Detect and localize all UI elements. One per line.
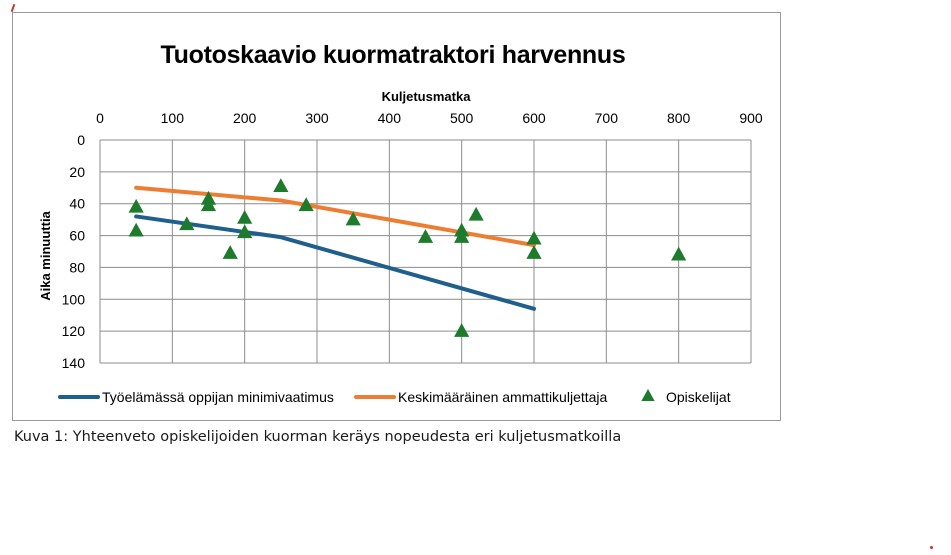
scatter-point <box>468 206 484 221</box>
scatter-point <box>273 178 289 192</box>
x-axis-label: Kuljetusmatka <box>382 89 472 104</box>
x-tick-label: 900 <box>739 110 763 126</box>
y-tick-label: 60 <box>69 228 85 244</box>
x-tick-label: 600 <box>522 110 546 126</box>
y-tick-label: 100 <box>62 291 86 307</box>
legend-swatch-2 <box>641 389 655 402</box>
scatter-point <box>454 323 470 337</box>
legend-label-0: Työelämässä oppijan minimivaatimus <box>102 389 334 405</box>
x-tick-label: 800 <box>667 110 691 126</box>
scatter-point <box>128 198 144 213</box>
scatter-point <box>417 229 434 243</box>
y-tick-label: 0 <box>77 132 85 148</box>
scatter-point <box>200 197 217 212</box>
scatter-point <box>671 246 687 261</box>
x-tick-label: 200 <box>233 110 257 126</box>
scatter-point <box>526 245 542 259</box>
scatter-point <box>345 211 361 226</box>
x-tick-label: 300 <box>305 110 329 126</box>
legend-label-2: Opiskelijat <box>666 389 731 405</box>
corner-dot <box>930 546 933 549</box>
y-tick-label: 120 <box>62 323 86 339</box>
y-tick-label: 40 <box>69 196 85 212</box>
grid-layer <box>99 139 752 364</box>
scatter-point <box>222 245 238 259</box>
scatter-point <box>237 210 253 224</box>
x-tick-label: 500 <box>450 110 474 126</box>
scatter-point <box>454 229 470 243</box>
x-tick-label: 0 <box>96 110 104 126</box>
scatter-point <box>179 216 195 231</box>
x-tick-label: 700 <box>595 110 619 126</box>
legend-label-1: Keskimääräinen ammattikuljettaja <box>398 389 608 405</box>
y-tick-label: 80 <box>69 259 85 275</box>
y-tick-label: 20 <box>69 164 85 180</box>
x-tick-label: 400 <box>378 110 402 126</box>
scatter-point <box>526 230 542 245</box>
series-line-1 <box>134 185 536 248</box>
chart-title: Tuotoskaavio kuormatraktori harvennus <box>160 41 626 69</box>
x-tick-label: 100 <box>161 110 185 126</box>
tick-layer: 0 100 200 300 400 500 600 700 800 900 0 20 40 60 80 100… <box>62 110 763 371</box>
y-axis-label: Aika minuuttia <box>38 210 53 300</box>
series-layer <box>128 178 687 337</box>
scatter-point <box>128 222 144 237</box>
scatter-point <box>298 197 314 212</box>
legend: Työelämässä oppijan minimivaatimus Keskim… <box>58 389 731 405</box>
series-line-0 <box>134 214 536 311</box>
figure-caption: Kuva 1: Yhteenveto opiskelijoiden kuorma… <box>14 429 622 445</box>
y-tick-label: 140 <box>62 355 86 371</box>
scatter-point <box>237 224 253 239</box>
